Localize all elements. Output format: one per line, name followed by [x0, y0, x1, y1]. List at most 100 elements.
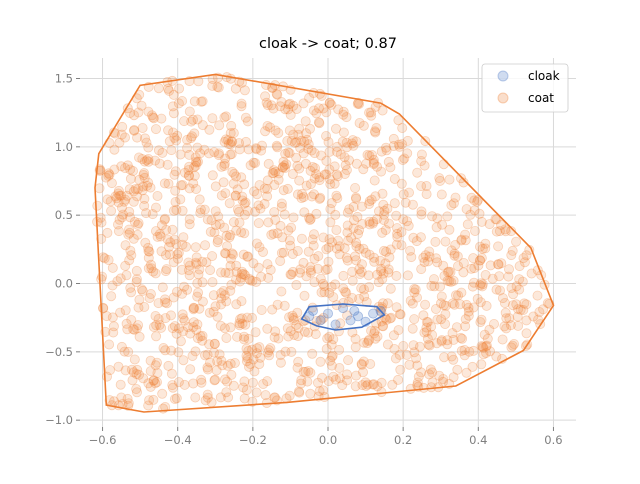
coat-point	[479, 343, 488, 352]
coat-point	[167, 146, 176, 155]
x-tick-label: −0.6	[89, 433, 117, 447]
coat-point	[399, 341, 408, 350]
coat-point	[237, 267, 246, 276]
coat-points	[93, 73, 554, 414]
coat-point	[264, 159, 273, 168]
coat-point	[393, 229, 402, 238]
coat-point	[389, 331, 398, 340]
coat-point	[286, 241, 295, 250]
coat-point	[263, 121, 272, 130]
coat-point	[316, 274, 325, 283]
coat-point	[153, 368, 162, 377]
coat-point	[355, 118, 364, 127]
coat-point	[477, 217, 486, 226]
coat-point	[217, 191, 226, 200]
coat-point	[128, 166, 137, 175]
coat-point	[507, 343, 516, 352]
coat-point	[351, 252, 360, 261]
coat-point	[192, 184, 201, 193]
coat-point	[200, 351, 209, 360]
coat-point	[175, 84, 184, 93]
coat-point	[256, 204, 265, 213]
coat-point	[280, 163, 289, 172]
coat-point	[400, 154, 409, 163]
coat-point	[226, 323, 235, 332]
coat-point	[306, 166, 315, 175]
coat-point	[140, 201, 149, 210]
coat-point	[205, 340, 214, 349]
coat-point	[188, 115, 197, 124]
coat-point	[325, 99, 334, 108]
coat-point	[306, 389, 315, 398]
coat-point	[224, 268, 233, 277]
coat-point	[205, 125, 214, 134]
coat-point	[222, 112, 231, 121]
coat-point	[165, 250, 174, 259]
coat-point	[132, 275, 141, 284]
coat-point	[257, 305, 266, 314]
coat-point	[110, 397, 119, 406]
coat-point	[351, 183, 360, 192]
coat-point	[410, 315, 419, 324]
coat-point	[240, 377, 249, 386]
coat-point	[132, 266, 141, 275]
coat-point	[425, 370, 434, 379]
coat-point	[392, 271, 401, 280]
coat-point	[397, 241, 406, 250]
coat-point	[197, 97, 206, 106]
coat-point	[152, 332, 161, 341]
coat-point	[242, 344, 251, 353]
coat-point	[127, 365, 136, 374]
coat-point	[158, 389, 167, 398]
coat-point	[148, 210, 157, 219]
coat-point	[302, 272, 311, 281]
coat-point	[133, 220, 142, 229]
coat-point	[144, 379, 153, 388]
coat-point	[170, 394, 179, 403]
coat-point	[470, 206, 479, 215]
coat-point	[191, 161, 200, 170]
coat-point	[299, 99, 308, 108]
coat-point	[297, 376, 306, 385]
coat-point	[297, 194, 306, 203]
coat-point	[357, 260, 366, 269]
coat-point	[279, 186, 288, 195]
coat-point	[290, 330, 299, 339]
y-tick-label: 1.0	[55, 140, 73, 154]
coat-point	[332, 225, 341, 234]
coat-point	[97, 218, 106, 227]
coat-point	[281, 149, 290, 158]
coat-point	[391, 354, 400, 363]
coat-point	[382, 315, 391, 324]
coat-point	[239, 335, 248, 344]
coat-point	[197, 378, 206, 387]
coat-point	[203, 393, 212, 402]
coat-point	[473, 294, 482, 303]
coat-point	[437, 190, 446, 199]
cloak-point	[350, 306, 359, 315]
coat-point	[125, 207, 134, 216]
coat-point	[371, 192, 380, 201]
x-tick-label: 0.0	[319, 433, 337, 447]
coat-point	[184, 323, 193, 332]
coat-point	[420, 328, 429, 337]
coat-point	[191, 243, 200, 252]
coat-point	[237, 228, 246, 237]
coat-point	[326, 218, 335, 227]
coat-point	[177, 181, 186, 190]
coat-point	[198, 331, 207, 340]
coat-point	[288, 249, 297, 258]
coat-point	[352, 194, 361, 203]
coat-point	[307, 192, 316, 201]
coat-point	[107, 206, 116, 215]
legend-label-coat: coat	[528, 91, 554, 105]
coat-point	[364, 335, 373, 344]
coat-point	[469, 254, 478, 263]
coat-point	[317, 151, 326, 160]
coat-point	[383, 204, 392, 213]
coat-point	[514, 305, 523, 314]
coat-point	[134, 108, 143, 117]
coat-point	[273, 300, 282, 309]
coat-point	[382, 146, 391, 155]
